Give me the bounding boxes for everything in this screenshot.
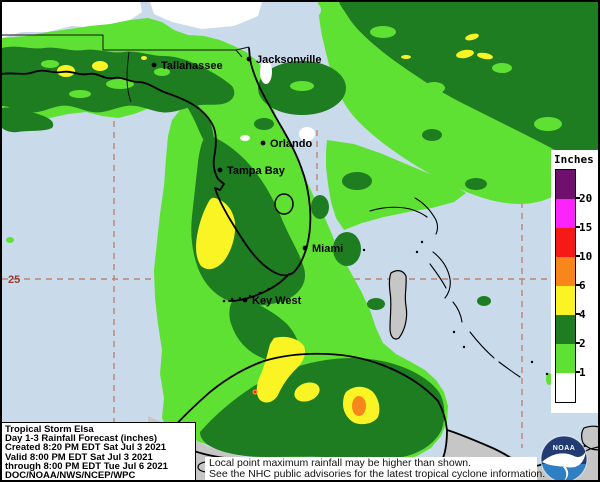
disclaimer-box: Local point maximum rainfall may be high… bbox=[205, 457, 546, 480]
rain-6-10in bbox=[252, 389, 366, 416]
info-line: Day 1-3 Rainfall Forecast (inches) bbox=[5, 433, 158, 445]
city-dot-orlando bbox=[260, 140, 266, 146]
legend-color-bar bbox=[555, 169, 576, 403]
city-label-tampa-bay: Tampa Bay bbox=[227, 165, 286, 177]
city-label-miami: Miami bbox=[312, 243, 343, 255]
legend-segment bbox=[556, 344, 575, 373]
info-line: Tropical Storm Elsa bbox=[5, 424, 94, 435]
noaa-gull-icon bbox=[542, 451, 586, 468]
legend-tick-label: 20 bbox=[579, 192, 593, 205]
abaco-island bbox=[414, 197, 439, 235]
legend-segment bbox=[556, 170, 575, 199]
rain-1-2in-holes bbox=[41, 26, 562, 131]
legend-tick bbox=[575, 342, 580, 344]
city-dot-key-west bbox=[242, 297, 248, 303]
info-line: through 8:00 PM EDT Tue Jul 6 2021 bbox=[5, 460, 168, 472]
city-label-orlando: Orlando bbox=[270, 138, 312, 150]
florida-keys-line bbox=[228, 273, 290, 302]
info-line: Created 8:20 PM EDT Sat Jul 3 2021 bbox=[5, 442, 167, 454]
legend-tick bbox=[575, 313, 580, 315]
long-island-chain bbox=[469, 331, 521, 378]
city-dot-miami bbox=[302, 245, 308, 251]
eleuthera-island bbox=[432, 251, 451, 299]
disclaimer-line: Local point maximum rainfall may be high… bbox=[209, 457, 472, 469]
city-dot-tallahassee bbox=[151, 62, 157, 68]
info-line: Valid 8:00 PM EDT Sat Jul 3 2021 bbox=[5, 451, 153, 463]
noaa-logo-text: NOAA bbox=[553, 445, 576, 452]
state-border-line bbox=[2, 34, 250, 58]
legend-tick-label: 6 bbox=[579, 279, 586, 292]
rain-4-6in bbox=[57, 33, 493, 425]
legend-tick bbox=[575, 226, 580, 228]
city-dot-tampa-bay bbox=[217, 167, 223, 173]
legend-tick-label: 10 bbox=[579, 250, 593, 263]
legend-tick-label: 15 bbox=[579, 221, 593, 234]
legend-segment bbox=[556, 373, 575, 402]
inagua-island bbox=[581, 425, 598, 451]
forecast-info-box: Tropical Storm Elsa Day 1-3 Rainfall Fore… bbox=[2, 422, 196, 480]
city-markers: Tallahassee Jacksonville Orlando Tampa Bay M… bbox=[151, 54, 343, 307]
city-label-tallahassee: Tallahassee bbox=[161, 60, 223, 72]
legend-tick bbox=[575, 371, 580, 373]
exuma-chain bbox=[429, 263, 447, 289]
disclaimer-line: See the NHC public advisories for the la… bbox=[209, 468, 546, 480]
legend-segment bbox=[556, 315, 575, 344]
grand-bahama-island bbox=[369, 206, 428, 218]
cat-island bbox=[452, 301, 463, 323]
legend-segment bbox=[556, 199, 575, 228]
andros-island bbox=[388, 270, 408, 340]
lake-okeechobee bbox=[274, 193, 294, 215]
legend-tick-label: 4 bbox=[579, 308, 586, 321]
legend-tick bbox=[575, 197, 580, 199]
city-dot-jacksonville bbox=[246, 56, 252, 62]
legend-segment bbox=[556, 257, 575, 286]
city-label-jacksonville: Jacksonville bbox=[256, 54, 321, 66]
city-label-key-west: Key West bbox=[252, 295, 302, 307]
info-line: DOC/NOAA/NWS/NCEP/WPC bbox=[5, 470, 136, 482]
river-line bbox=[126, 51, 132, 103]
legend-title: Inches bbox=[554, 153, 594, 166]
legend-segment bbox=[556, 286, 575, 315]
rainfall-legend: Inches 20 15 10 6 4 2 1 bbox=[551, 150, 598, 413]
legend-tick-label: 1 bbox=[579, 366, 586, 379]
legend-segment bbox=[556, 228, 575, 257]
legend-tick bbox=[575, 284, 580, 286]
florida-coastline bbox=[2, 47, 312, 277]
legend-tick-label: 2 bbox=[579, 337, 586, 350]
legend-tick bbox=[575, 255, 580, 257]
latitude-25-label: 25 bbox=[8, 274, 20, 286]
rain-under-1-spots bbox=[240, 60, 315, 141]
